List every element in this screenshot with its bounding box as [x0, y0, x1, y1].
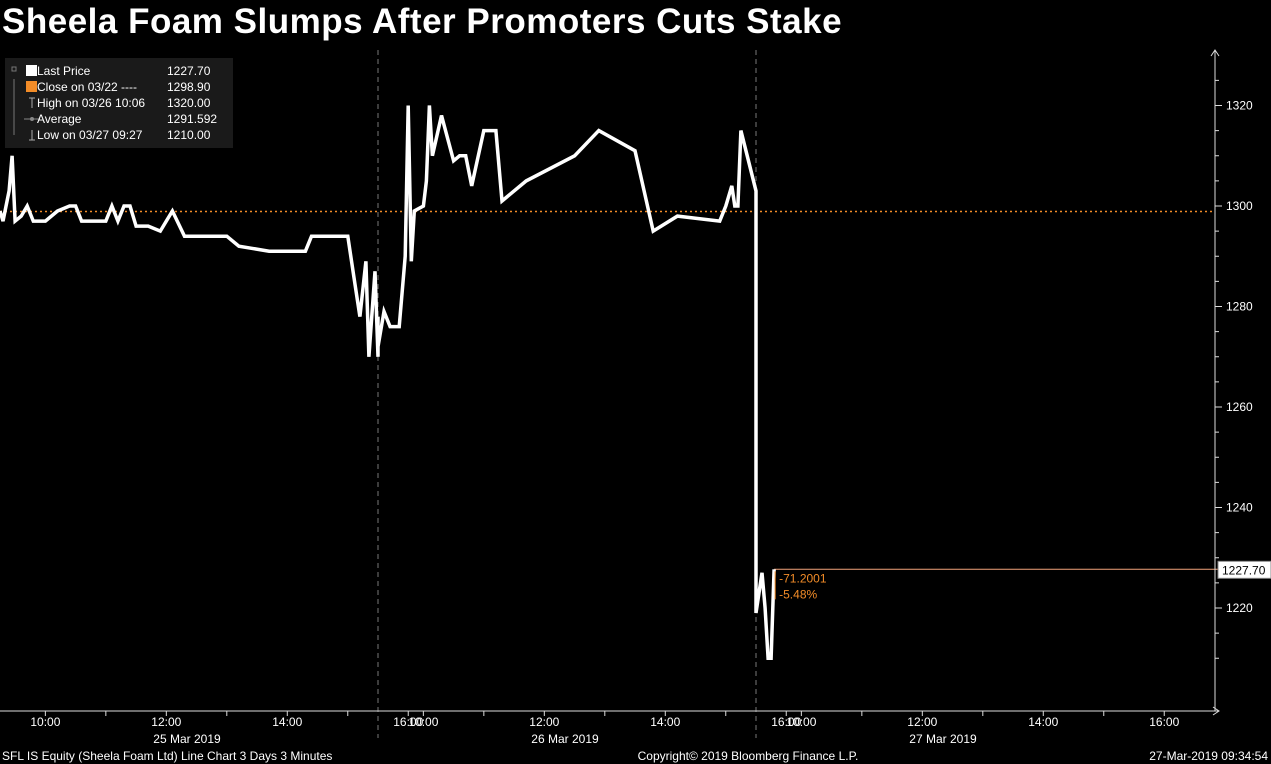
- change-percent-label: -5.48%: [779, 587, 817, 601]
- y-tick-label: 1240: [1226, 501, 1253, 515]
- footer-timestamp: 27-Mar-2019 09:34:54: [1149, 749, 1268, 763]
- average-line-icon: [10, 111, 40, 127]
- legend-value: 1320.00: [167, 96, 211, 110]
- legend-value: 1227.70: [167, 64, 211, 78]
- y-tick-label: 1260: [1226, 400, 1253, 414]
- legend: Last Price 1227.70 Close on 03/22 ---- 1…: [5, 58, 233, 148]
- x-tick-label: 16:00: [771, 715, 801, 729]
- white-square-icon: [10, 63, 40, 79]
- last-price-tag-box: [1217, 560, 1271, 579]
- footer-copyright: Copyright© 2019 Bloomberg Finance L.P.: [638, 749, 859, 763]
- legend-item-close: Close on 03/22 ---- 1298.90: [5, 79, 233, 95]
- footer: SFL IS Equity (Sheela Foam Ltd) Line Cha…: [2, 749, 1268, 763]
- legend-value: 1291.592: [167, 112, 218, 126]
- x-tick-label: 16:00: [1149, 715, 1179, 729]
- y-tick-label: 1280: [1226, 300, 1253, 314]
- x-tick-label: 14:00: [650, 715, 680, 729]
- price-series-line: [0, 105, 776, 661]
- legend-value: 1298.90: [167, 80, 211, 94]
- orange-square-icon: [10, 79, 40, 95]
- low-marker-icon: [10, 127, 40, 143]
- legend-value: 1210.00: [167, 128, 211, 142]
- x-tick-label: 12:00: [151, 715, 181, 729]
- legend-item-average: Average 1291.592: [5, 111, 233, 127]
- x-tick-label: 12:00: [907, 715, 937, 729]
- change-absolute-label: -71.2001: [779, 571, 827, 585]
- y-tick-label: 1320: [1226, 99, 1253, 113]
- footer-security-description: SFL IS Equity (Sheela Foam Ltd) Line Cha…: [2, 749, 332, 763]
- legend-label: Close on 03/22 ----: [37, 80, 138, 94]
- date-label: 27 Mar 2019: [909, 732, 977, 746]
- legend-label: Low on 03/27 09:27: [37, 128, 143, 142]
- legend-item-high: High on 03/26 10:06 1320.00: [5, 95, 233, 111]
- x-tick-label: 16:00: [393, 715, 423, 729]
- chart-title: Sheela Foam Slumps After Promoters Cuts …: [2, 2, 843, 41]
- y-axis-arrow: [1210, 49, 1220, 57]
- last-price-tag: 1227.70: [1217, 560, 1271, 579]
- legend-label: Average: [37, 112, 82, 126]
- legend-item-low: Low on 03/27 09:27 1210.00: [5, 127, 233, 143]
- x-tick-label: 10:00: [408, 715, 438, 729]
- x-tick-label: 10:00: [786, 715, 816, 729]
- last-price-tag-value: 1227.70: [1222, 563, 1266, 577]
- date-label: 26 Mar 2019: [531, 732, 599, 746]
- legend-label: High on 03/26 10:06: [37, 96, 146, 110]
- high-marker-icon: [10, 95, 40, 111]
- x-tick-label: 14:00: [272, 715, 302, 729]
- x-tick-label: 12:00: [529, 715, 559, 729]
- legend-item-last-price: Last Price 1227.70: [5, 63, 233, 79]
- date-label: 25 Mar 2019: [153, 732, 221, 746]
- legend-label: Last Price: [37, 64, 91, 78]
- y-tick-label: 1300: [1226, 199, 1253, 213]
- x-axis-arrow: [1212, 706, 1220, 716]
- y-tick-label: 1220: [1226, 601, 1253, 615]
- x-tick-label: 10:00: [30, 715, 60, 729]
- x-tick-label: 14:00: [1028, 715, 1058, 729]
- y-axis: 1220 1240 1260 1280 1300 1320: [1210, 49, 1253, 711]
